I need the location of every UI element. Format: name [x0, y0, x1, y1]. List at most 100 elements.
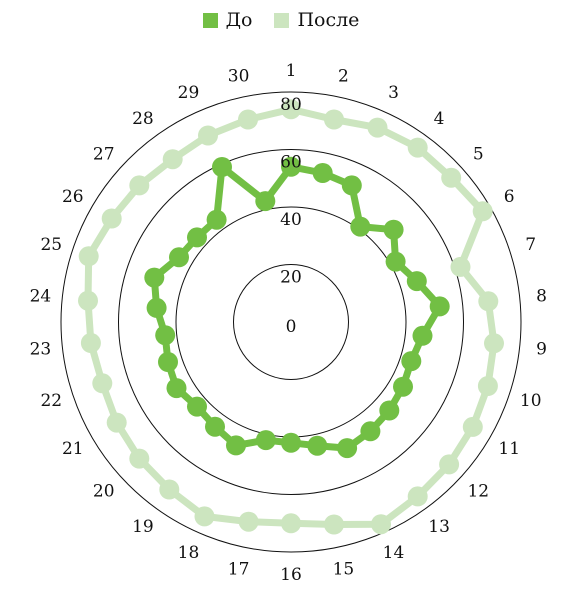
ring-tick-label-20: 20 — [280, 268, 302, 288]
data-point-before-22 — [158, 352, 178, 372]
category-label-10: 10 — [520, 391, 542, 411]
data-point-after-7 — [450, 256, 471, 277]
data-point-after-1 — [281, 99, 301, 120]
data-point-before-4 — [350, 216, 371, 237]
data-point-before-21 — [166, 378, 187, 399]
category-label-7: 7 — [525, 235, 536, 255]
data-point-before-12 — [379, 400, 400, 421]
ring-tick-label-80: 80 — [280, 95, 302, 115]
ring-tick-label-40: 40 — [280, 210, 302, 230]
legend-item-after[interactable]: После — [274, 9, 359, 31]
category-label-15: 15 — [333, 560, 355, 580]
category-label-27: 27 — [93, 144, 115, 164]
data-point-after-16 — [281, 513, 301, 534]
data-point-before-23 — [155, 325, 176, 346]
data-point-after-6 — [472, 201, 493, 222]
category-label-21: 21 — [62, 439, 84, 459]
legend-swatch-after — [274, 12, 290, 28]
data-point-after-18 — [194, 506, 215, 527]
data-point-after-11 — [462, 416, 483, 437]
category-label-2: 2 — [338, 67, 349, 87]
category-label-4: 4 — [434, 109, 445, 129]
data-point-after-29 — [198, 125, 218, 146]
data-point-after-30 — [238, 109, 258, 130]
ring-tick-label-0: 0 — [286, 317, 297, 337]
data-point-before-9 — [412, 325, 433, 346]
legend-item-before[interactable]: До — [202, 9, 253, 31]
data-point-after-9 — [484, 333, 504, 354]
data-point-before-2 — [312, 163, 333, 183]
data-point-before-7 — [406, 271, 427, 292]
data-point-before-15 — [307, 435, 328, 456]
data-point-before-26 — [169, 247, 189, 268]
data-point-before-18 — [226, 435, 246, 456]
grid-ring-20 — [233, 264, 349, 380]
ring-tick-label-60: 60 — [280, 153, 302, 173]
data-point-after-14 — [371, 514, 391, 535]
data-point-after-25 — [78, 246, 99, 267]
category-label-13: 13 — [428, 517, 450, 537]
grid-ring-60 — [118, 149, 464, 495]
category-label-11: 11 — [498, 439, 520, 459]
legend-swatch-before — [202, 12, 218, 28]
data-point-after-4 — [407, 137, 428, 158]
category-label-19: 19 — [132, 517, 154, 537]
category-label-30: 30 — [228, 67, 250, 87]
data-point-after-23 — [80, 333, 101, 353]
data-point-after-21 — [106, 412, 127, 433]
category-label-9: 9 — [536, 339, 547, 359]
category-label-18: 18 — [178, 543, 200, 563]
data-point-before-8 — [429, 296, 450, 317]
data-point-before-11 — [393, 376, 413, 397]
category-label-26: 26 — [62, 187, 84, 207]
category-label-28: 28 — [132, 109, 154, 129]
category-label-6: 6 — [504, 187, 515, 207]
legend-label-before: До — [225, 9, 253, 31]
category-label-29: 29 — [178, 83, 200, 103]
category-label-14: 14 — [383, 543, 405, 563]
data-point-after-24 — [78, 290, 98, 311]
data-point-after-28 — [162, 149, 183, 170]
data-point-before-29 — [212, 157, 232, 177]
data-point-before-25 — [144, 267, 165, 288]
data-point-after-13 — [407, 486, 428, 507]
data-point-before-1 — [281, 156, 301, 177]
data-point-after-12 — [439, 454, 460, 475]
data-point-before-28 — [206, 209, 227, 230]
data-point-after-2 — [324, 109, 344, 130]
category-label-3: 3 — [388, 83, 399, 103]
category-label-22: 22 — [40, 391, 62, 411]
data-point-after-15 — [324, 514, 344, 535]
category-label-23: 23 — [30, 339, 52, 359]
data-point-before-3 — [341, 175, 362, 196]
legend-label-after: После — [297, 9, 360, 31]
category-label-17: 17 — [228, 560, 250, 580]
category-label-12: 12 — [467, 482, 489, 502]
category-label-24: 24 — [30, 287, 52, 307]
category-label-16: 16 — [280, 565, 302, 585]
data-point-before-30 — [255, 191, 276, 212]
data-point-before-24 — [146, 297, 167, 318]
data-point-after-8 — [478, 291, 499, 312]
category-label-5: 5 — [473, 144, 484, 164]
data-point-before-5 — [383, 219, 404, 240]
data-point-after-10 — [477, 376, 498, 396]
data-point-after-26 — [101, 208, 122, 229]
data-point-after-17 — [238, 511, 259, 532]
category-label-25: 25 — [40, 235, 62, 255]
data-point-before-17 — [255, 430, 276, 451]
data-point-after-5 — [441, 167, 462, 188]
data-point-after-27 — [129, 175, 150, 196]
data-point-after-3 — [367, 117, 388, 138]
data-point-before-27 — [187, 227, 207, 248]
category-label-1: 1 — [286, 61, 297, 81]
data-point-after-22 — [92, 373, 113, 394]
data-point-before-16 — [281, 432, 301, 453]
category-label-8: 8 — [536, 287, 547, 307]
outer-ring — [60, 91, 522, 553]
data-point-before-19 — [205, 416, 225, 437]
data-point-before-20 — [187, 396, 207, 417]
chart-legend: До После — [0, 6, 562, 34]
data-point-before-14 — [337, 438, 358, 459]
